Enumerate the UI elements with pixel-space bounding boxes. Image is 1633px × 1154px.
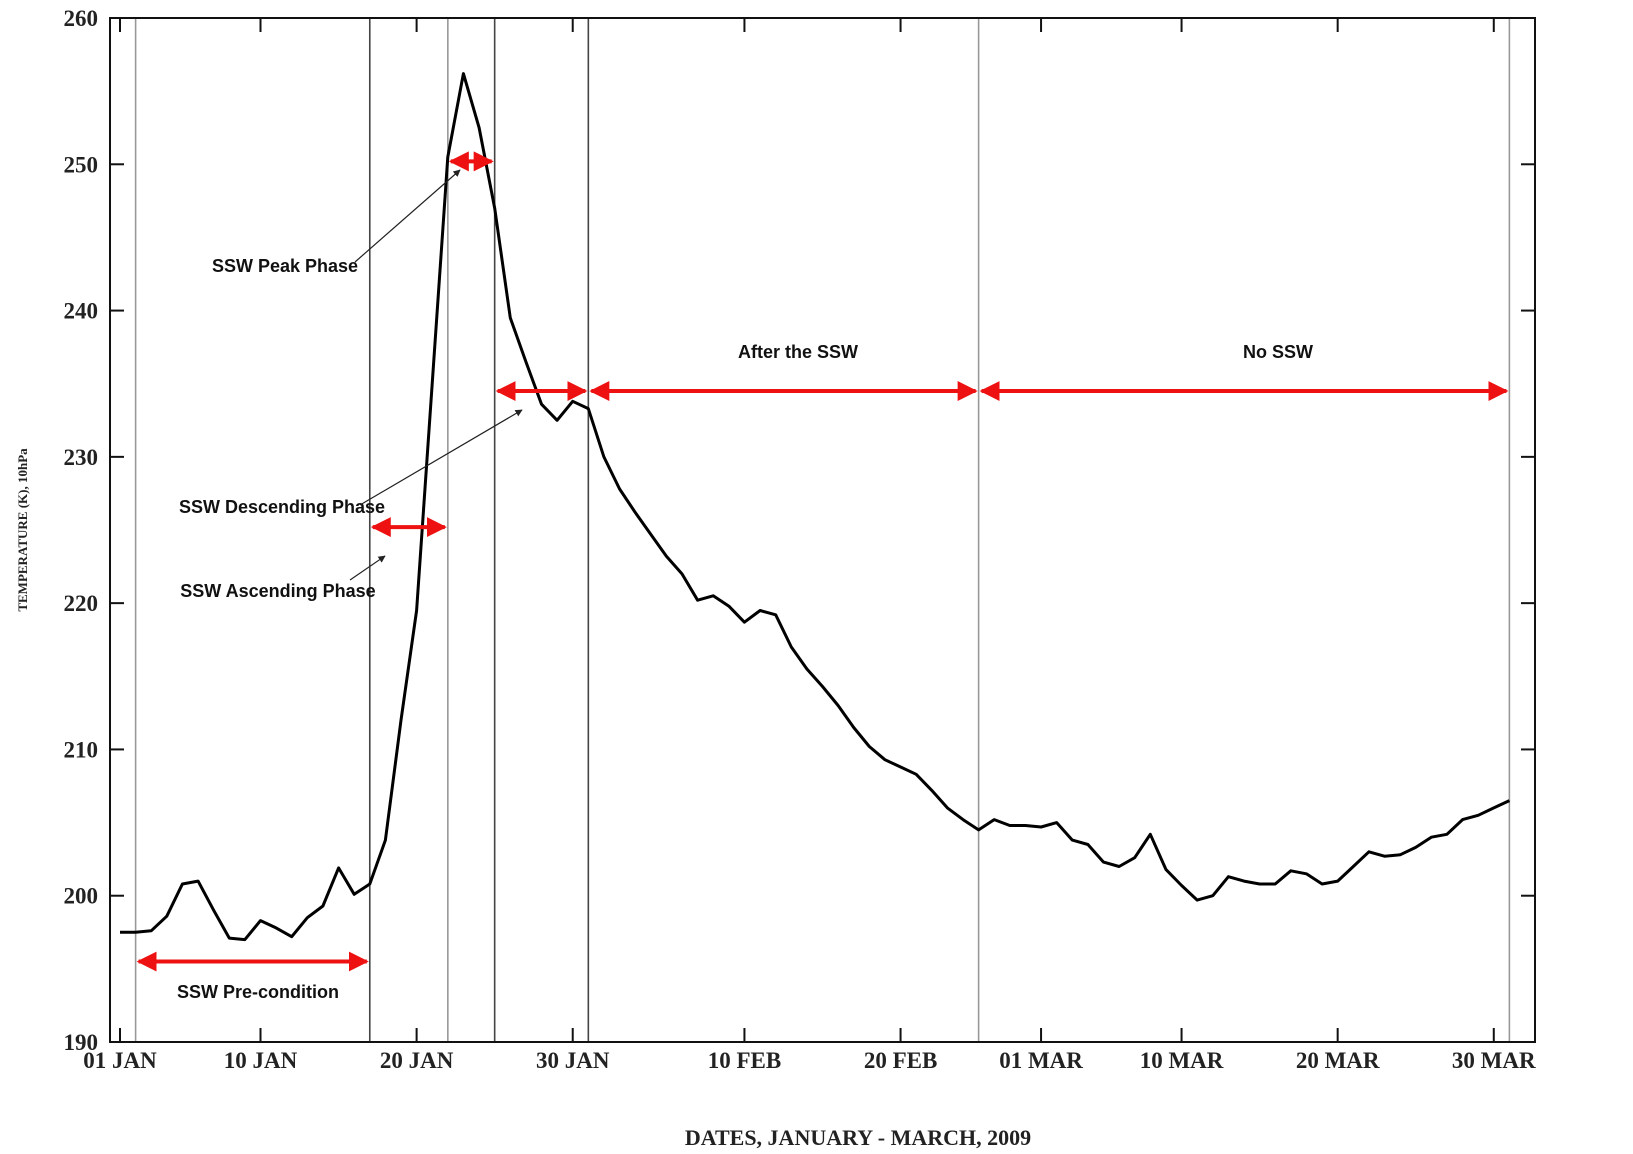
axis-ticks: 190 200 210 220 230 240 250 260 01 JAN 10 JAN 20 J… [64,6,1537,1073]
y-tick-label: 200 [64,884,99,909]
phase-annotations: SSW Pre-condition SSW Ascending Phase SSW … [136,151,1509,1002]
pointer-arrow [349,555,386,581]
x-tick-label: 10 JAN [224,1048,298,1073]
y-tick-label: 220 [64,591,99,616]
plot-frame [109,17,1536,1043]
x-axis-title: DATES, JANUARY - MARCH, 2009 [685,1125,1031,1150]
y-tick-label: 190 [64,1030,99,1055]
x-tick-label: 20 JAN [380,1048,454,1073]
y-tick-label: 240 [64,299,99,324]
temperature-series [120,72,1511,942]
x-tick-label: 10 FEB [708,1048,781,1073]
y-tick-label: 250 [64,152,99,177]
temperature-line [120,72,1511,942]
phase-label: SSW Peak Phase [212,256,358,276]
phase-label: SSW Pre-condition [177,982,339,1002]
y-axis-title: TEMPERATURE (K), 10hPa [15,448,30,612]
x-tick-label: 30 MAR [1452,1048,1536,1073]
x-tick-label: 30 JAN [536,1048,610,1073]
x-tick-label: 10 MAR [1140,1048,1224,1073]
phase-boundaries [134,18,1511,1042]
phase-label: SSW Ascending Phase [180,581,375,601]
y-tick-label: 260 [64,6,99,31]
y-tick-label: 210 [64,737,99,762]
x-tick-label: 20 MAR [1296,1048,1380,1073]
phase-label: No SSW [1243,342,1313,362]
phase-label: After the SSW [738,342,858,362]
pointer-arrow [359,409,523,506]
plot-border [109,17,1536,1043]
x-tick-label: 20 FEB [864,1048,937,1073]
pointer-arrow [354,169,461,263]
x-tick-label: 01 MAR [999,1048,1083,1073]
x-tick-label: 01 JAN [83,1048,157,1073]
phase-label: SSW Descending Phase [179,497,385,517]
y-tick-label: 230 [64,445,99,470]
